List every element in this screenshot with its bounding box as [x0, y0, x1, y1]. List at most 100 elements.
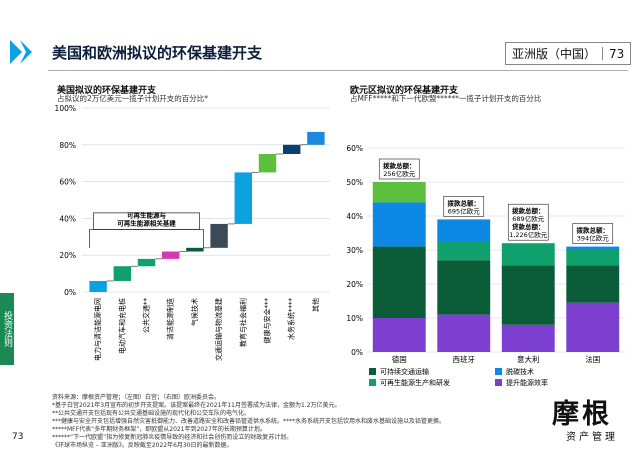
y-tick-label: 50% — [346, 178, 363, 187]
footnote-4: *****MFF代表“多年期财务框架”，即欧盟从2021年到2027年的长期预算… — [52, 426, 266, 433]
region-label: 亚洲版（中国） — [512, 47, 597, 61]
waterfall-bar — [282, 144, 301, 154]
brand-subtitle: 资产管理 — [566, 432, 618, 443]
annotation-bracket — [89, 229, 204, 248]
stacked-segment — [372, 182, 426, 203]
legend-swatch — [495, 379, 502, 386]
stacked-segment — [437, 260, 491, 315]
annotation-label: 可再生能源相关基建 — [117, 218, 176, 227]
waterfall-bar — [161, 251, 180, 259]
y-tick-label: 40% — [59, 214, 76, 223]
waterfall-bar — [137, 258, 156, 267]
grant-label-text: 拨款总额： — [448, 198, 481, 207]
footnote-1: *基于白宫2021年3月宣布的初步开支提案。该提案最终在2021年11月签署成为… — [52, 402, 341, 409]
stacked-segment — [566, 246, 620, 250]
waterfall-bar — [234, 172, 253, 224]
y-tick-label: 40% — [346, 212, 363, 221]
grant-label-text: 695亿欧元 — [448, 206, 480, 215]
grant-label-text: 拨款总额： — [577, 226, 610, 235]
grant-label-text: 拨款总额： — [383, 161, 416, 170]
y-tick-label: 30% — [346, 246, 363, 255]
region-badge: 亚洲版（中国） 73 — [505, 42, 632, 65]
stacked-segment — [501, 265, 555, 325]
annotation-label: 可再生能源与 — [127, 210, 166, 219]
grant-label-text: 394亿欧元 — [577, 234, 609, 243]
y-tick-label: 60% — [59, 178, 76, 187]
grant-label-text: 689亿欧元 — [512, 214, 544, 223]
footer-page-number: 73 — [12, 432, 24, 442]
stacked-segment — [566, 250, 620, 266]
left-chart-title: 美国拟议的环保基建开支 — [57, 86, 157, 96]
legend-label: 脱碳技术 — [506, 367, 534, 376]
x-category-label: 法国 — [585, 354, 600, 364]
x-category-label: 气候技术 — [190, 298, 199, 326]
waterfall-bar — [89, 280, 107, 292]
x-category-label: 意大利 — [517, 354, 540, 364]
right-chart-subtitle: 占MFF*****和下一代欧盟******一揽子计划开支的百分比 — [350, 94, 542, 103]
y-tick-label: 0% — [64, 288, 76, 297]
stacked-segment — [437, 241, 491, 261]
right-chart-title: 欧元区拟议的环保基建开支 — [350, 86, 459, 96]
y-tick-label: 20% — [346, 280, 363, 289]
page-title: 美国和欧洲拟议的环保基建开支 — [52, 44, 263, 62]
header-divider — [48, 70, 628, 71]
left-chart-subtitle: 占拟议的2万亿美元一揽子计划开支的百分比* — [57, 94, 209, 103]
x-category-label: 其他 — [311, 298, 320, 312]
footnote-source: 资料来源：摩根资产管理；（左图）白宫；（右图）欧洲委员会。 — [52, 394, 221, 401]
grant-label-box — [378, 158, 420, 180]
y-tick-label: 0% — [351, 348, 363, 357]
waterfall-bar — [186, 247, 204, 252]
section-sidebar — [0, 293, 14, 365]
waterfall-bar — [307, 131, 325, 145]
legend-label: 可再生能源生产和研发 — [380, 378, 450, 387]
legend-swatch — [369, 379, 376, 386]
legend-label: 可持续交通运输 — [380, 367, 429, 376]
grant-label-text: 贷款总额： — [512, 222, 545, 231]
x-category-label: 德国 — [392, 354, 407, 364]
legend-swatch — [369, 368, 376, 375]
grant-label-text: 1,226亿欧元 — [509, 230, 548, 239]
legend-swatch — [495, 368, 502, 375]
x-category-label: 水务系统**** — [287, 298, 296, 340]
stacked-segment — [437, 219, 491, 242]
header-page-number: 73 — [609, 47, 625, 61]
stacked-segment — [501, 324, 555, 352]
footnote-6: 《环球市场纵览 – 亚洲版》。反映截至2022年6月30日的最新数据。 — [52, 442, 233, 449]
y-tick-label: 100% — [55, 104, 76, 113]
brand-name: 摩根 — [552, 399, 612, 430]
stacked-segment — [372, 246, 426, 318]
eu-stacked-chart: 0%10%20%30%40%50%60%德国拨款总额：256亿欧元西班牙拨款总额… — [346, 144, 625, 387]
stacked-segment — [501, 243, 555, 266]
x-category-label: 电动汽车和充电桩 — [117, 298, 126, 354]
footnote-5: ******“下一代欧盟”指为修复新冠肺炎疫情导致的经济和社会创伤而设立的财政复… — [52, 434, 293, 441]
waterfall-bar — [113, 266, 132, 281]
y-tick-label: 20% — [59, 251, 76, 260]
legend-label: 提升能源效率 — [506, 378, 548, 387]
stacked-segment — [372, 318, 426, 352]
grant-label-text: 拨款总额： — [512, 206, 545, 215]
brand-logo-icon — [10, 40, 32, 64]
stacked-segment — [437, 314, 491, 352]
x-category-label: 交通运输与物流基建 — [214, 298, 223, 361]
us-waterfall-chart: 0% 20% 40% 60% 80% 100% 电力与清洁能源电网 电动汽车和充电桩 公共交通*… — [55, 104, 330, 361]
x-category-label: 健康与安全*** — [263, 298, 272, 344]
x-category-label: 公共交通** — [142, 298, 151, 333]
grant-label-box — [443, 196, 485, 217]
waterfall-bar — [210, 223, 228, 248]
y-tick-label: 10% — [346, 314, 363, 323]
x-category-label: 教育与社会福利 — [238, 298, 247, 347]
grant-label-text: 256亿欧元 — [383, 169, 415, 178]
stacked-segment — [372, 202, 426, 247]
y-tick-label: 80% — [59, 141, 76, 150]
x-category-label: 清洁能源制造 — [166, 298, 175, 340]
stacked-segment — [566, 302, 620, 352]
footnote-2: **公共交通开支包括现有公共交通基础设施的现代化和公交车队的电气化。 — [52, 410, 251, 417]
x-category-label: 西班牙 — [453, 354, 476, 364]
stacked-segment — [566, 265, 620, 303]
grant-label-box — [507, 203, 549, 241]
x-category-label: 电力与清洁能源电网 — [93, 298, 102, 361]
section-sidebar-label: 投资法则 — [2, 311, 12, 347]
waterfall-bar — [258, 154, 277, 173]
y-tick-label: 60% — [346, 144, 363, 153]
footnote-3: ***健康与安全开支包括增强自然灾害抵御能力、改善道路安全和改善铅管道供水系统。… — [52, 418, 446, 425]
